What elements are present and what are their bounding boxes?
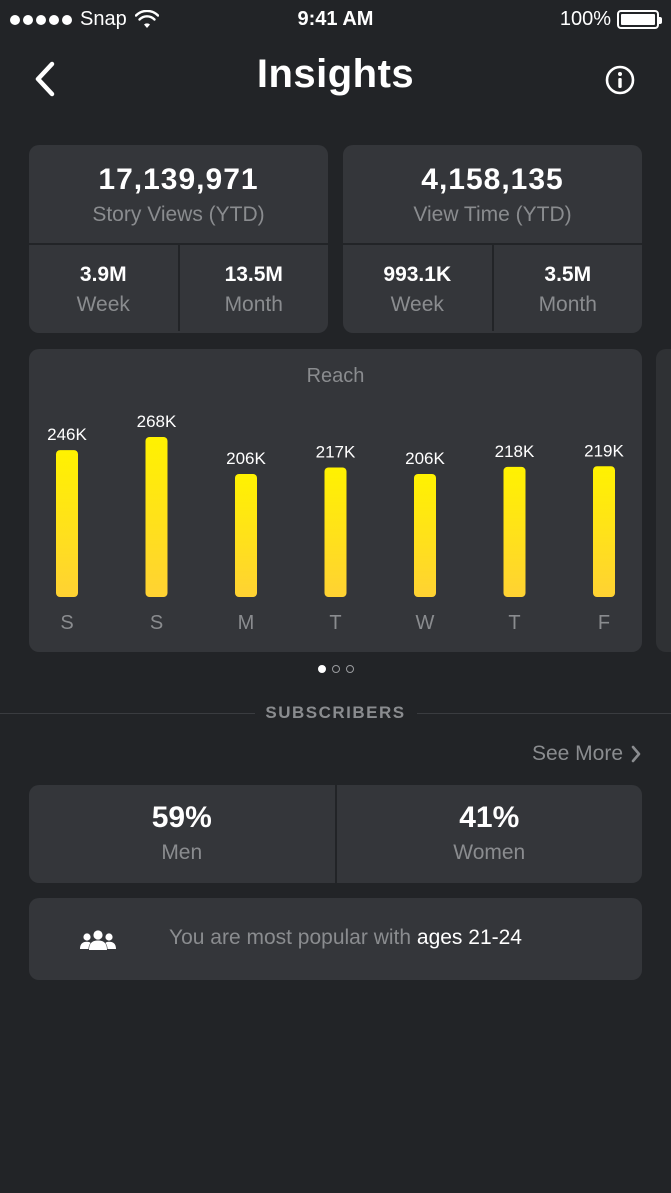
story-views-week-label: Week	[76, 293, 130, 316]
view-time-week-value: 993.1K	[383, 263, 452, 286]
reach-bar	[324, 467, 347, 597]
reach-bar-value-label: 218K	[495, 442, 535, 461]
reach-bar	[593, 466, 615, 597]
men-percentage: 59%	[151, 801, 212, 834]
view-time-total-section: 4,158,135 View Time (YTD)	[343, 145, 642, 245]
view-time-breakdown: 993.1K Week 3.5M Month	[343, 245, 642, 331]
reach-day-label: F	[598, 612, 610, 634]
women-percentage: 41%	[459, 801, 520, 834]
reach-bar	[414, 474, 436, 597]
chevron-left-icon[interactable]	[30, 58, 66, 102]
chevron-right-icon	[631, 745, 641, 763]
see-more-label: See More	[531, 742, 623, 765]
status-time: 9:41 AM	[297, 8, 374, 30]
page-dot[interactable]	[345, 665, 354, 673]
age-group-value: ages 21-24	[416, 926, 522, 949]
story-views-breakdown: 3.9M Week 13.5M Month	[29, 245, 328, 331]
signal-strength-icon	[10, 14, 72, 25]
reach-day-label: M	[238, 612, 255, 634]
people-group-icon	[80, 930, 116, 950]
see-more-link[interactable]: See More	[532, 742, 641, 766]
info-icon[interactable]	[604, 64, 636, 96]
story-views-week-value: 3.9M	[79, 263, 127, 286]
story-views-total-section: 17,139,971 Story Views (YTD)	[29, 145, 328, 245]
age-group-text: You are most popular with ages 21-24	[169, 926, 522, 950]
women-label: Women	[453, 841, 526, 864]
view-time-month: 3.5M Month	[491, 245, 643, 331]
reach-bar	[503, 466, 526, 597]
reach-chart-card[interactable]: 246K S 268K S 206K M 217K T 206K W 218K T 219K F Reac…	[29, 349, 642, 652]
carrier-name: Snap	[80, 8, 127, 30]
story-views-label: Story Views (YTD)	[92, 203, 265, 226]
reach-day-label: T	[329, 612, 341, 634]
gender-breakdown-card[interactable]: 59% Men 41% Women	[29, 785, 642, 883]
subscribers-section-title: SUBSCRIBERS	[265, 703, 406, 722]
reach-bar-value-label: 206K	[405, 449, 445, 468]
reach-day-label: S	[60, 612, 73, 634]
page-title: Insights	[256, 52, 415, 96]
battery-icon	[617, 10, 662, 29]
section-divider-left	[0, 713, 255, 714]
status-left: Snap	[10, 8, 159, 31]
story-views-card[interactable]: 17,139,971 Story Views (YTD) 3.9M Week 1…	[29, 145, 328, 333]
reach-bar	[235, 474, 257, 597]
reach-bar-value-label: 217K	[316, 442, 356, 461]
battery-percentage: 100%	[559, 8, 611, 30]
reach-bar	[145, 437, 168, 597]
reach-chart: 246K S 268K S 206K M 217K T 206K W 218K T 219K F	[47, 412, 624, 634]
age-group-prefix: You are most popular with	[169, 926, 412, 949]
reach-bar	[56, 450, 78, 597]
reach-chart-title: Reach	[306, 365, 365, 387]
view-time-week: 993.1K Week	[343, 245, 492, 331]
page-dot[interactable]	[317, 665, 326, 673]
wifi-icon	[134, 9, 159, 28]
view-time-month-label: Month	[538, 293, 597, 316]
reach-bar-value-label: 219K	[584, 441, 624, 460]
men-stat: 59% Men	[29, 785, 335, 883]
status-bar: Snap 9:41 AM 100%	[0, 0, 671, 40]
view-time-card[interactable]: 4,158,135 View Time (YTD) 993.1K Week 3.…	[343, 145, 642, 333]
view-time-week-label: Week	[390, 293, 444, 316]
story-views-total: 17,139,971	[98, 163, 259, 196]
page-indicator[interactable]	[0, 665, 671, 673]
view-time-total: 4,158,135	[421, 163, 564, 196]
women-stat: 41% Women	[334, 785, 643, 883]
story-views-month-value: 13.5M	[224, 263, 283, 286]
reach-day-label: S	[150, 612, 163, 634]
section-divider-right	[417, 713, 671, 714]
reach-day-label: T	[508, 612, 520, 634]
view-time-month-value: 3.5M	[544, 263, 592, 286]
story-views-week: 3.9M Week	[29, 245, 178, 331]
next-chart-card-peek[interactable]	[656, 349, 671, 652]
age-group-card[interactable]: You are most popular with ages 21-24	[29, 898, 642, 980]
reach-day-label: W	[416, 612, 435, 634]
reach-bar-value-label: 268K	[137, 412, 177, 431]
story-views-month-label: Month	[224, 293, 283, 316]
men-label: Men	[161, 841, 203, 864]
reach-bar-value-label: 206K	[226, 449, 266, 468]
page-dot[interactable]	[331, 665, 340, 673]
view-time-label: View Time (YTD)	[413, 203, 572, 226]
status-right: 100%	[559, 8, 662, 31]
story-views-month: 13.5M Month	[177, 245, 329, 331]
reach-bar-value-label: 246K	[47, 425, 87, 444]
